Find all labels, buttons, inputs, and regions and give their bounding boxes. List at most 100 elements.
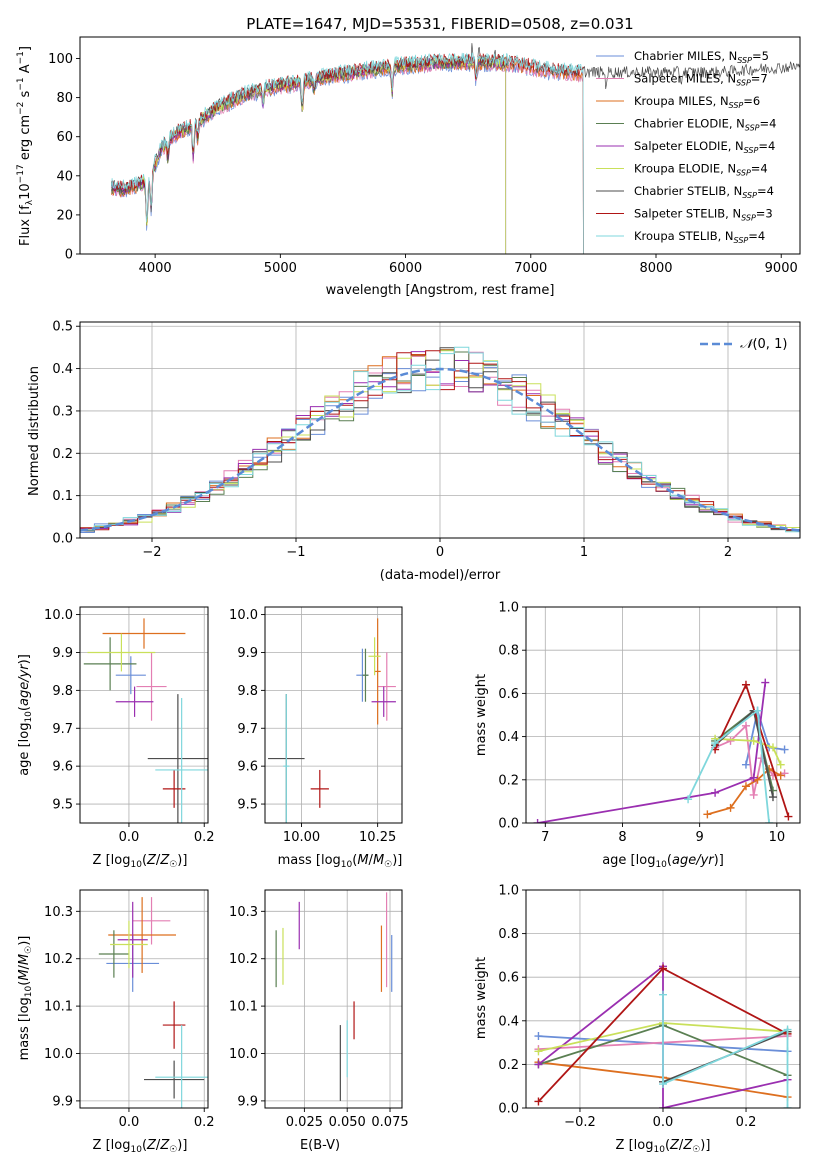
y-tick-label: 0.8	[498, 927, 519, 942]
plot-content	[110, 43, 800, 254]
mass-weight-point-marker	[783, 1025, 792, 1034]
legend-label-tail: =4	[757, 184, 774, 198]
mass-vs-z-xlabel: Z [log10(Z/Z☉)]	[93, 1138, 188, 1155]
mass-weight-point-marker	[684, 795, 693, 804]
mass-weight-point-marker	[711, 788, 720, 797]
y-tick-label: 0.0	[498, 1102, 519, 1117]
y-tick-label: 0.8	[498, 644, 519, 659]
y-tick-label: 10.3	[44, 905, 73, 920]
mass-vs-ebv-xlabel: E(B-V)	[300, 1138, 340, 1153]
massweight-vs-z-ylabel: mass weight	[474, 957, 489, 1039]
legend-label-tail: =4	[758, 139, 775, 153]
residual-plot: −2 −1 0 1 2 0.0 0.1 0.2 0.3 0.4 0.5	[52, 320, 801, 560]
y-tick-label: 100	[48, 52, 73, 67]
y-tick-label: 0	[65, 248, 73, 263]
y-tick-label: 9.7	[237, 722, 258, 737]
massweight-vs-age-plot: 7 8 9 10 0.0 0.2 0.4 0.6 0.8 1.0	[498, 601, 801, 845]
mass-weight-point-marker	[534, 1097, 543, 1106]
mass-weight-point-marker	[776, 760, 785, 769]
mass-weight-point-marker	[749, 790, 758, 799]
spectrum-panel: PLATE=1647, MJD=53531, FIBERID=0508, z=0…	[16, 15, 801, 298]
x-tick-label: 0.025	[286, 1115, 323, 1130]
x-tick-label: 7	[541, 830, 549, 845]
massweight-vs-z-panel: −0.2 0.0 0.2 0.0 0.2 0.4 0.6 0.8 1.0 Z [log10(Z/…	[474, 884, 801, 1155]
legend-label: Kroupa ELODIE, NSSP=4	[634, 162, 768, 178]
y-tick-label: 10.0	[229, 608, 258, 623]
axes-frame	[525, 606, 801, 824]
x-tick-label: 0.2	[736, 1115, 757, 1130]
mass-weight-point-marker	[784, 812, 793, 821]
mass-weight-point-marker	[753, 706, 762, 715]
y-tick-label: 10.2	[229, 952, 258, 967]
residual-xlabel: (data-model)/error	[380, 568, 501, 583]
axes-frame	[79, 606, 209, 824]
massweight-vs-z-xlabel: Z [log10(Z/Z☉)]	[616, 1138, 711, 1155]
y-tick-label: 0.4	[52, 362, 73, 377]
y-tick-label: 0.1	[52, 489, 73, 504]
residual-legend: 𝒩(0, 1)	[700, 337, 787, 352]
x-tick-label: 0.050	[329, 1115, 366, 1130]
mass-weight-point-marker	[761, 678, 770, 687]
legend-label: Salpeter ELODIE, NSSP=4	[634, 139, 775, 155]
mass-weight-point-marker	[768, 793, 777, 802]
legend-subscript: SSP	[734, 236, 749, 245]
legend-subscript: SSP	[741, 214, 756, 223]
mass-weight-point-marker	[741, 760, 750, 769]
y-tick-label: 0.3	[52, 404, 73, 419]
y-tick-label: 20	[56, 208, 73, 223]
age-vs-mass-xlabel: mass [log10(M/M☉)]	[278, 853, 403, 870]
spectrum-plot: 4000 5000 6000 7000 8000 9000 0 20 40 60 80 100	[48, 36, 801, 276]
mass-weight-point-marker	[783, 1104, 792, 1108]
x-tick-label: 6000	[389, 261, 422, 276]
y-tick-label: 9.9	[237, 1094, 258, 1109]
plot-content	[83, 618, 208, 823]
axes-frame	[79, 321, 801, 539]
mass-weight-point-marker	[768, 743, 777, 752]
mass-weight-point-marker	[741, 721, 750, 730]
plot-content	[268, 618, 396, 823]
mass-weight-point-marker	[741, 680, 750, 689]
plot-content	[534, 962, 792, 1108]
y-tick-label: 10.3	[229, 905, 258, 920]
x-tick-label: 0	[436, 545, 444, 560]
x-tick-label: 10	[769, 830, 786, 845]
legend-label: Salpeter STELIB, NSSP=3	[634, 207, 773, 223]
legend-subscript: SSP	[745, 124, 760, 133]
y-tick-label: 9.5	[237, 798, 258, 813]
legend-subscript: SSP	[742, 191, 757, 200]
mass-weight-series-line	[707, 767, 782, 816]
x-tick-label: 0.0	[653, 1115, 674, 1130]
mass-weight-point-marker	[533, 819, 542, 823]
y-tick-label: 0.5	[52, 320, 73, 335]
plot-content	[98, 897, 208, 1108]
x-tick-label: 4000	[139, 261, 172, 276]
mass-weight-point-marker	[780, 745, 789, 754]
x-tick-label: 9000	[765, 261, 798, 276]
y-tick-label: 10.2	[44, 952, 73, 967]
legend-subscript: SSP	[744, 146, 759, 155]
spectrum-title: PLATE=1647, MJD=53531, FIBERID=0508, z=0…	[246, 15, 633, 33]
y-tick-label: 0.2	[498, 773, 519, 788]
mass-weight-point-marker	[534, 1047, 543, 1056]
legend-label-tail: =4	[748, 229, 765, 243]
mass-weight-point-marker	[726, 803, 735, 812]
y-tick-label: 1.0	[498, 884, 519, 899]
mass-weight-point-marker	[659, 1080, 667, 1089]
mass-weight-point-marker	[659, 964, 667, 973]
mass-weight-point-marker	[534, 1032, 543, 1041]
x-tick-label: 8	[618, 830, 626, 845]
mass-weight-point-marker	[741, 782, 750, 791]
y-tick-label: 9.5	[52, 798, 73, 813]
axes-frame	[525, 889, 801, 1109]
y-tick-label: 0.0	[498, 817, 519, 832]
mass-vs-z-plot: 0.0 0.2 9.9 10.0 10.1 10.2 10.3	[44, 889, 215, 1130]
y-tick-label: 10.0	[44, 1047, 73, 1062]
y-tick-label: 0.4	[498, 730, 519, 745]
mass-weight-series-line	[662, 994, 789, 1108]
age-vs-z-xlabel: Z [log10(Z/Z☉)]	[93, 853, 188, 870]
legend-label: Kroupa STELIB, NSSP=4	[634, 229, 765, 245]
plot-content	[80, 346, 800, 538]
axes-frame	[79, 36, 801, 255]
y-tick-label: 0.6	[498, 971, 519, 986]
